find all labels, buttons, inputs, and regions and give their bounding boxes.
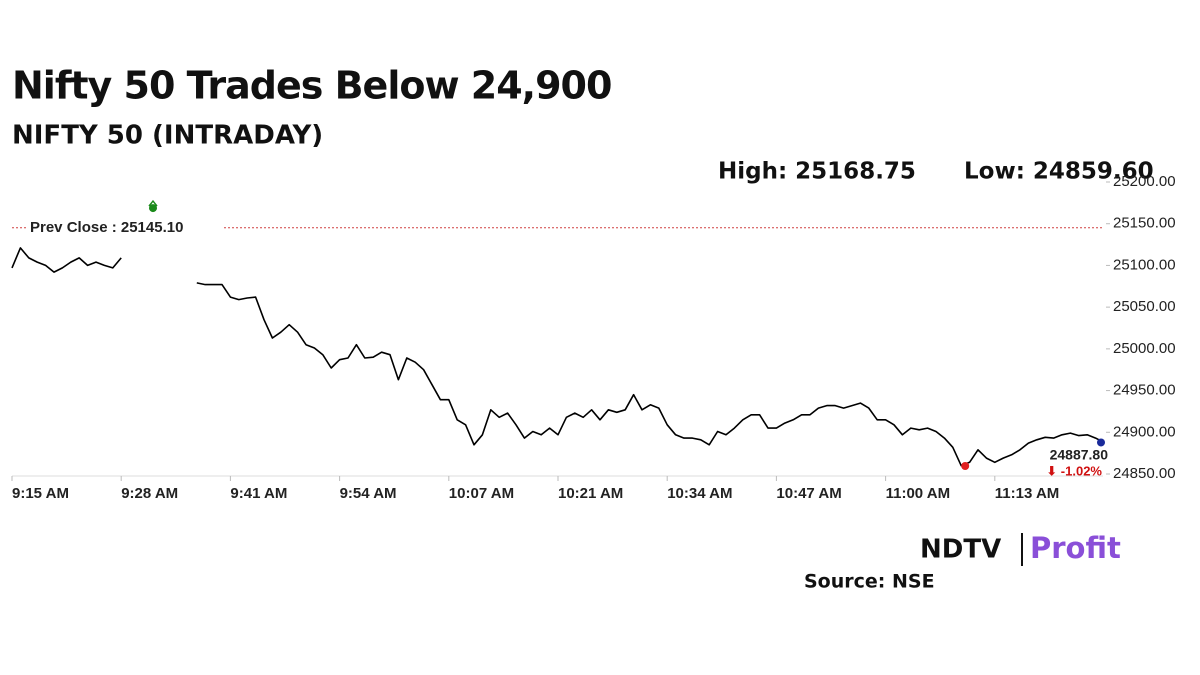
price-line — [11, 247, 1105, 467]
prev-close-label: Prev Close : 25145.10 — [30, 219, 183, 236]
y-tick-label: 25050.00 — [1113, 298, 1176, 315]
x-tick-label: 9:15 AM — [12, 485, 69, 502]
prev-close-label-bg — [26, 217, 222, 239]
last-label: 24887.80 — [1050, 447, 1109, 463]
high-label: High: 25168.75 — [718, 159, 916, 185]
x-tick-label: 9:28 AM — [121, 485, 178, 502]
y-tick-label: 25200.00 — [1113, 173, 1176, 190]
y-tick-label: 25000.00 — [1113, 340, 1176, 357]
brand-profit: Profit — [1030, 531, 1121, 565]
y-tick-label: 24950.00 — [1113, 382, 1176, 399]
x-tick-label: 9:41 AM — [230, 485, 287, 502]
low-label: Low: 24859.60 — [964, 159, 1154, 185]
y-tick-label: 25150.00 — [1113, 215, 1176, 232]
x-tick-label: 10:21 AM — [558, 485, 623, 502]
x-tick-label: 11:13 AM — [995, 485, 1059, 502]
y-tick-label: 24900.00 — [1113, 423, 1176, 440]
y-tick-label: 24850.00 — [1113, 465, 1176, 482]
brand: NDTV Profit — [920, 531, 1121, 566]
last-marker — [1097, 438, 1105, 447]
y-tick-label: 25100.00 — [1113, 256, 1176, 273]
x-tick-label: 10:07 AM — [449, 485, 514, 502]
chart-title: Nifty 50 Trades Below 24,900 — [12, 64, 611, 108]
x-tick-label: 9:54 AM — [340, 485, 397, 502]
low-marker — [961, 461, 970, 470]
x-tick-label: 11:00 AM — [886, 485, 950, 502]
x-tick-label: 10:34 AM — [667, 485, 732, 502]
high-marker — [149, 204, 157, 213]
chart-subtitle: NIFTY 50 (INTRADAY) — [12, 121, 323, 151]
source: Source: NSE — [804, 571, 935, 593]
high-marker-cap — [148, 199, 158, 207]
brand-ndtv: NDTV — [920, 535, 1001, 565]
x-tick-label: 10:47 AM — [776, 485, 841, 502]
change-label: ⬇ -1.02% — [1046, 463, 1102, 478]
